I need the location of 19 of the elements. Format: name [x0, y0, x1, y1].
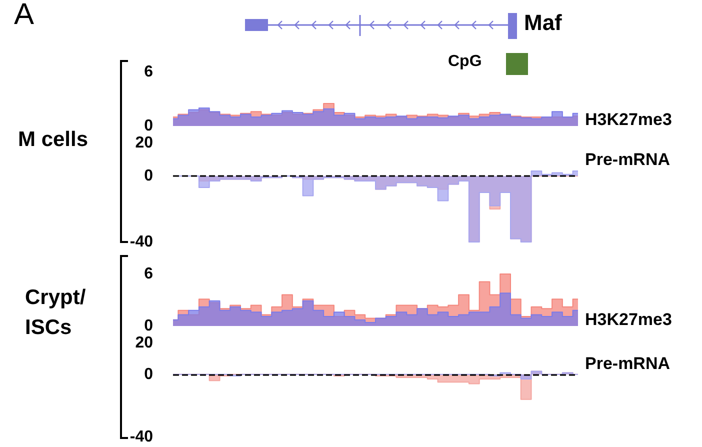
text: H3K27me3 — [585, 110, 672, 130]
text: M cells — [18, 128, 88, 152]
text: Pre-mRNA — [585, 354, 670, 374]
y-tick-label: 6 — [144, 266, 154, 282]
y-tick-label: 0 — [144, 118, 154, 134]
y-tick-label: 20 — [135, 334, 154, 352]
y-tick-label: 0 — [144, 318, 154, 334]
y-tick-label: -40 — [130, 428, 154, 446]
text: Pre-mRNA — [585, 150, 670, 170]
text: CpG — [448, 53, 482, 71]
text: A — [14, 0, 34, 32]
y-tick-label: 6 — [144, 64, 154, 80]
y-tick-label: -40 — [130, 234, 154, 250]
text: Crypt/ ISCs — [25, 285, 87, 341]
y-tick-label: 0 — [144, 366, 154, 383]
text: Maf — [524, 10, 562, 36]
text: H3K27me3 — [585, 310, 672, 330]
y-tick-label: 20 — [135, 134, 154, 152]
y-tick-label: 0 — [144, 168, 154, 184]
